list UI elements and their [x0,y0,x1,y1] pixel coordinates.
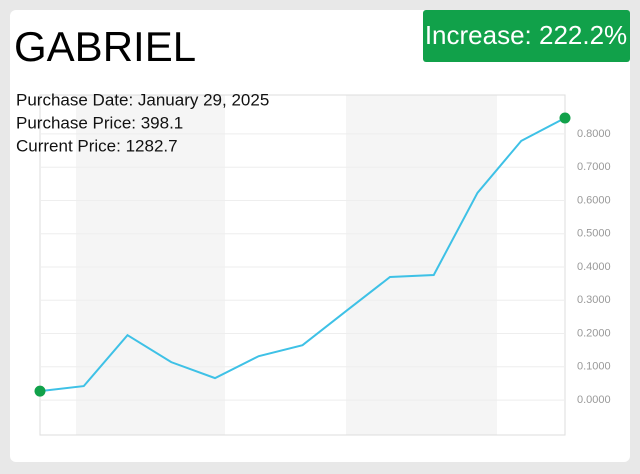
y-tick-label: 0.7000 [577,161,611,173]
end-marker [34,385,46,397]
chart-title: GABRIEL [14,23,196,70]
band [346,95,497,435]
plot-frame [39,94,566,436]
info-line: Purchase Price: 398.1 [16,113,183,132]
y-tick-label: 0.4000 [577,261,611,273]
y-tick-label: 0.5000 [577,228,611,240]
info-line: Purchase Date: January 29, 2025 [16,90,269,109]
y-tick-label: 0.0000 [577,394,611,406]
end-marker [559,112,571,124]
band [76,95,225,435]
y-tick-label: 0.3000 [577,294,611,306]
y-tick-label: 0.2000 [577,327,611,339]
y-tick-label: 0.1000 [577,361,611,373]
y-tick-label: 0.8000 [577,128,611,140]
line [39,117,566,393]
badge-text: Increase: 222.2% [425,20,627,50]
info-line: Current Price: 1282.7 [16,136,178,155]
y-tick-label: 0.6000 [577,194,611,206]
badge [423,10,630,62]
